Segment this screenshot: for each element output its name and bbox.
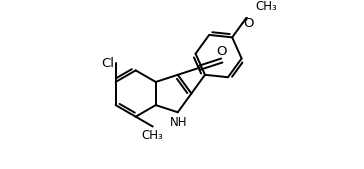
Text: CH₃: CH₃	[256, 0, 278, 13]
Text: NH: NH	[170, 116, 188, 129]
Text: O: O	[244, 17, 254, 30]
Text: CH₃: CH₃	[142, 129, 163, 142]
Text: O: O	[217, 45, 227, 58]
Text: Cl: Cl	[102, 57, 115, 70]
